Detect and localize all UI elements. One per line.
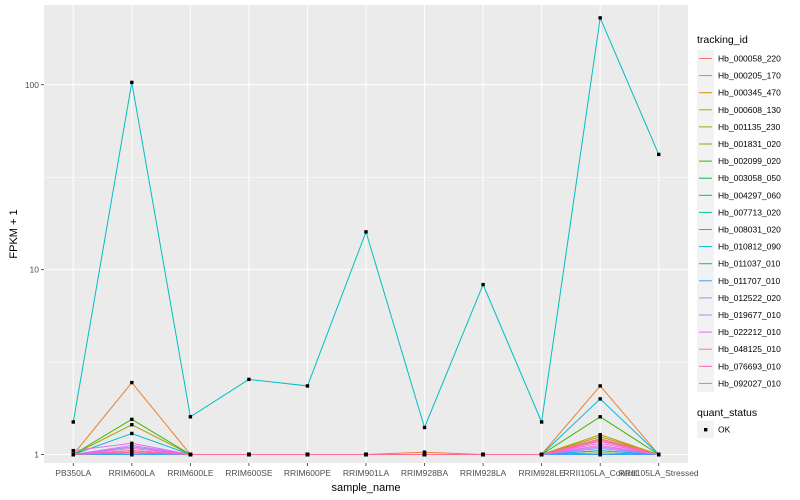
data-point — [188, 452, 193, 457]
data-point — [481, 452, 485, 457]
legend-label: Hb_092027_010 — [718, 378, 781, 388]
data-point — [598, 439, 602, 443]
data-point — [598, 443, 602, 448]
legend-label: Hb_010812_090 — [718, 242, 781, 252]
data-point — [71, 420, 75, 424]
data-point — [598, 448, 602, 453]
x-tick-label: RRIM928LE — [518, 468, 565, 478]
data-point — [305, 384, 310, 388]
legend-label: Hb_000345_470 — [718, 88, 781, 98]
y-tick-label: 10 — [30, 265, 40, 275]
legend-label: Hb_012522_020 — [718, 293, 781, 303]
data-point — [130, 380, 134, 385]
x-axis-title: sample_name — [331, 482, 400, 494]
data-point — [247, 377, 251, 382]
data-point — [305, 452, 310, 457]
legend-label: Hb_001135_230 — [718, 122, 781, 132]
legend-label: Hb_000608_130 — [718, 105, 781, 115]
data-point — [364, 452, 368, 457]
legend-label: Hb_000205_170 — [718, 71, 781, 81]
x-tick-label: RRIM600LE — [167, 468, 214, 478]
x-tick-label: PB350LA — [55, 468, 91, 478]
x-tick-label: RRIM928BA — [401, 468, 449, 478]
legend-label: OK — [718, 425, 731, 435]
legend-label: Hb_011037_010 — [718, 259, 781, 269]
x-tick-label: RRIM600LA — [109, 468, 156, 478]
legend-label: Hb_000058_220 — [718, 54, 781, 64]
data-point — [422, 452, 427, 457]
x-tick-label: RRIM928LA — [460, 468, 507, 478]
legend-label: Hb_019677_010 — [718, 310, 781, 320]
legend-label: Hb_008031_020 — [718, 225, 781, 235]
data-point — [247, 452, 251, 457]
data-point — [598, 452, 602, 457]
data-point — [598, 441, 602, 446]
data-point — [539, 452, 544, 457]
data-point — [130, 450, 134, 454]
data-point — [422, 425, 427, 430]
legend-label: Hb_007713_020 — [718, 207, 781, 217]
data-point — [130, 443, 134, 448]
y-tick-label: 100 — [25, 80, 39, 90]
data-point — [598, 415, 602, 419]
legend-title-quant-status: quant_status — [697, 407, 757, 419]
data-point — [130, 441, 134, 446]
data-point — [598, 434, 602, 439]
data-point — [481, 282, 485, 287]
x-tick-label: RRIM600SE — [225, 468, 273, 478]
data-point — [130, 446, 134, 451]
data-point — [657, 452, 661, 457]
legend-label: Hb_002099_020 — [718, 156, 781, 166]
legend-label: Hb_076693_010 — [718, 361, 781, 371]
data-point — [130, 431, 134, 436]
legend-key-point — [704, 428, 708, 432]
data-point — [130, 417, 134, 422]
y-tick-label: 1 — [34, 450, 39, 460]
data-point — [598, 436, 602, 441]
data-point — [188, 415, 193, 419]
legend-label: Hb_048125_010 — [718, 344, 781, 354]
data-point — [364, 230, 368, 234]
x-tick-label: RRII105LA_Control — [563, 468, 637, 478]
x-tick-label: RRIM901LA — [343, 468, 390, 478]
legend-label: Hb_022212_010 — [718, 327, 781, 337]
data-point — [71, 452, 75, 457]
x-tick-label: RRII105LA_Stressed — [619, 468, 699, 478]
data-point — [130, 80, 134, 85]
data-point — [130, 452, 134, 457]
data-point — [71, 448, 75, 453]
data-point — [539, 420, 544, 424]
data-point — [657, 152, 661, 157]
data-point — [422, 450, 427, 454]
data-point — [598, 433, 602, 437]
data-point — [598, 384, 602, 388]
y-axis-title: FPKM + 1 — [8, 209, 20, 258]
legend-label: Hb_011707_010 — [718, 276, 781, 286]
data-point — [598, 16, 602, 20]
legend-label: Hb_003058_050 — [718, 173, 781, 183]
data-point — [130, 423, 134, 427]
x-tick-label: RRIM600PE — [284, 468, 332, 478]
legend-label: Hb_004297_060 — [718, 190, 781, 200]
legend-label: Hb_001831_020 — [718, 139, 781, 149]
data-point — [598, 397, 602, 401]
legend-title-tracking: tracking_id — [697, 34, 748, 46]
